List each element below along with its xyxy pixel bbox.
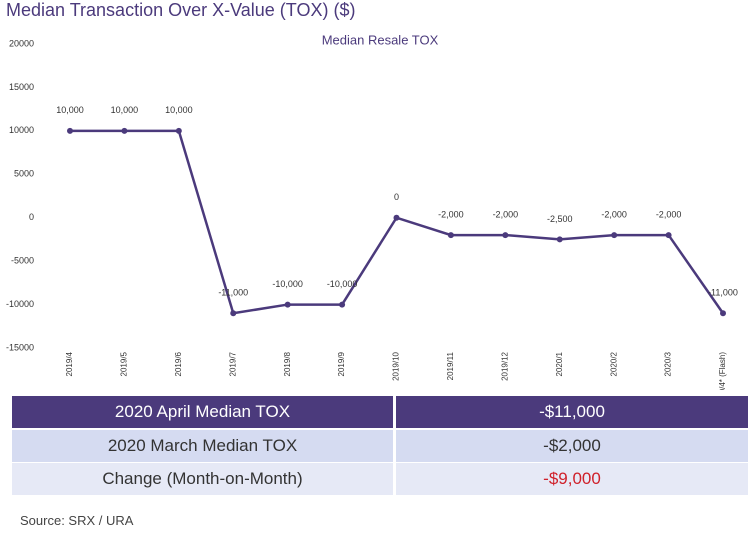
table-row: 2020 April Median TOX -$11,000 xyxy=(12,396,748,428)
table-cell: -$9,000 xyxy=(396,463,748,495)
data-label: 10,000 xyxy=(111,105,139,115)
source: Source: SRX / URA xyxy=(20,513,134,528)
point xyxy=(121,127,128,134)
y-tick-label: -15000 xyxy=(6,342,34,352)
table-cell: -$2,000 xyxy=(396,430,748,462)
x-tick-label: 2019/5 xyxy=(120,351,129,376)
data-label: -10,000 xyxy=(272,279,303,289)
x-tick-label: 2019/8 xyxy=(283,351,292,376)
data-label: -2,000 xyxy=(438,209,464,219)
data-label: -10,000 xyxy=(327,279,358,289)
point xyxy=(339,301,346,308)
x-tick-label: 2019/12 xyxy=(500,351,509,380)
line xyxy=(70,129,725,315)
chart-subtitle: Median Resale TOX xyxy=(322,32,439,47)
point xyxy=(230,310,237,317)
data-label: -2,000 xyxy=(656,209,682,219)
data-label: -2,500 xyxy=(547,214,573,224)
y-tick-label: -10000 xyxy=(6,299,34,309)
point xyxy=(611,232,618,239)
x-tick-label: 2019/9 xyxy=(337,351,346,376)
point xyxy=(720,310,726,317)
x-tick-label: 2020/4* (Flash) xyxy=(718,352,727,390)
y-tick-label: -5000 xyxy=(11,256,34,266)
point xyxy=(284,301,291,308)
data-label: -2,000 xyxy=(493,209,519,219)
x-tick-label: 2019/6 xyxy=(174,351,183,376)
x-tick-label: 2019/10 xyxy=(392,351,401,380)
data-label: -11,000 xyxy=(218,288,248,298)
x-tick-label: 2019/11 xyxy=(446,351,455,380)
y-tick-label: 0 xyxy=(29,212,34,222)
point xyxy=(393,214,400,221)
point xyxy=(665,232,672,239)
table-row: Change (Month-on-Month) -$9,000 xyxy=(12,463,748,495)
y-tick-label: 20000 xyxy=(9,38,34,48)
table-cell: Change (Month-on-Month) xyxy=(12,463,393,495)
y-tick-label: 5000 xyxy=(14,169,34,179)
x-tick-label: 2020/1 xyxy=(555,351,564,376)
data-label: 10,000 xyxy=(165,105,193,115)
data-label: -11,000 xyxy=(708,288,738,298)
point xyxy=(67,127,73,134)
y-tick-label: 15000 xyxy=(9,82,34,92)
data-label: -2,000 xyxy=(601,209,627,219)
point xyxy=(502,232,509,239)
point xyxy=(447,232,454,239)
data-label: 10,000 xyxy=(56,105,84,115)
chart: Median Transaction Over X-Value (TOX) ($… xyxy=(6,0,738,390)
table-cell: -$11,000 xyxy=(396,396,748,428)
x-tick-label: 2020/3 xyxy=(664,351,673,376)
y-tick-label: 10000 xyxy=(9,125,34,135)
table-row: 2020 March Median TOX -$2,000 xyxy=(12,430,748,462)
chart-title: Median Transaction Over X-Value (TOX) ($… xyxy=(6,0,355,20)
point xyxy=(556,236,563,243)
table-cell: 2020 March Median TOX xyxy=(12,430,393,462)
x-tick-label: 2019/7 xyxy=(228,351,237,376)
data-label: 0 xyxy=(394,192,399,202)
point xyxy=(175,127,182,134)
x-tick-label: 2019/4 xyxy=(65,351,74,376)
table-cell: 2020 April Median TOX xyxy=(12,396,393,428)
x-tick-label: 2020/2 xyxy=(609,351,618,376)
